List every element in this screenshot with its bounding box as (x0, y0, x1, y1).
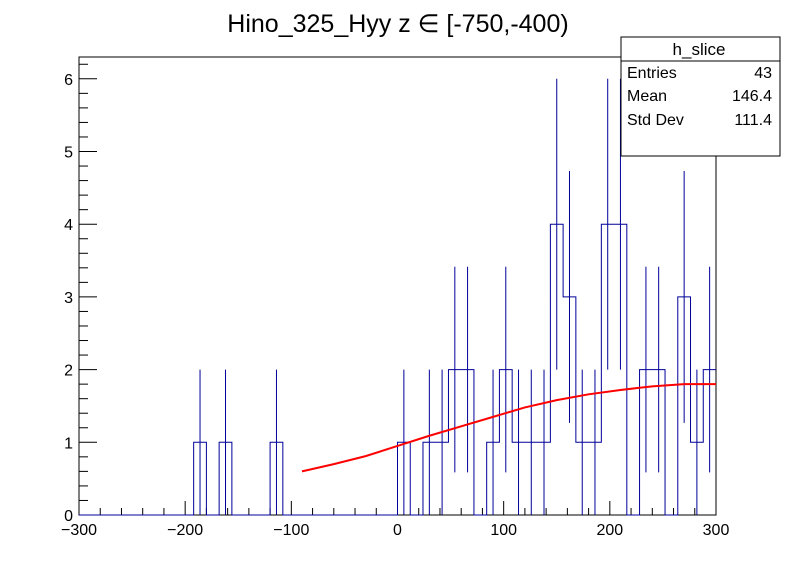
y-tick-label: 4 (64, 217, 73, 234)
x-tick-label: −100 (273, 522, 309, 539)
fit-curve (301, 383, 716, 473)
histogram-steps (79, 223, 716, 516)
stats-entries-value: 43 (754, 65, 772, 82)
stats-mean-label: Mean (627, 88, 667, 105)
y-tick-label: 1 (64, 435, 73, 452)
x-tick-label: −200 (167, 522, 203, 539)
y-tick-label: 0 (64, 508, 73, 525)
stats-entries-label: Entries (627, 65, 677, 82)
x-tick-label: 200 (596, 522, 623, 539)
stats-box: h_slice Entries 43 Mean 146.4 Std Dev 11… (620, 36, 781, 157)
stats-stddev-label: Std Dev (627, 112, 684, 129)
y-tick-label: 3 (64, 290, 73, 307)
x-tick-label: 300 (703, 522, 730, 539)
x-tick-label: 100 (490, 522, 517, 539)
stats-stddev-value: 111.4 (734, 112, 772, 129)
x-tick-label: −300 (61, 522, 97, 539)
y-tick-label: 5 (64, 145, 73, 162)
stats-box-title: h_slice (673, 40, 726, 59)
plot-area: −300 −200 −100 0 100 200 300 0 1 2 3 4 5 6 (61, 56, 730, 539)
chart-title: Hino_325_Hyy z ∈ [-750,-400) (227, 10, 568, 38)
y-tick-label: 2 (64, 363, 73, 380)
y-tick-label: 6 (64, 72, 73, 89)
stats-box-frame (620, 36, 781, 157)
stats-mean-value: 146.4 (732, 88, 772, 105)
x-tick-label: 0 (393, 522, 402, 539)
